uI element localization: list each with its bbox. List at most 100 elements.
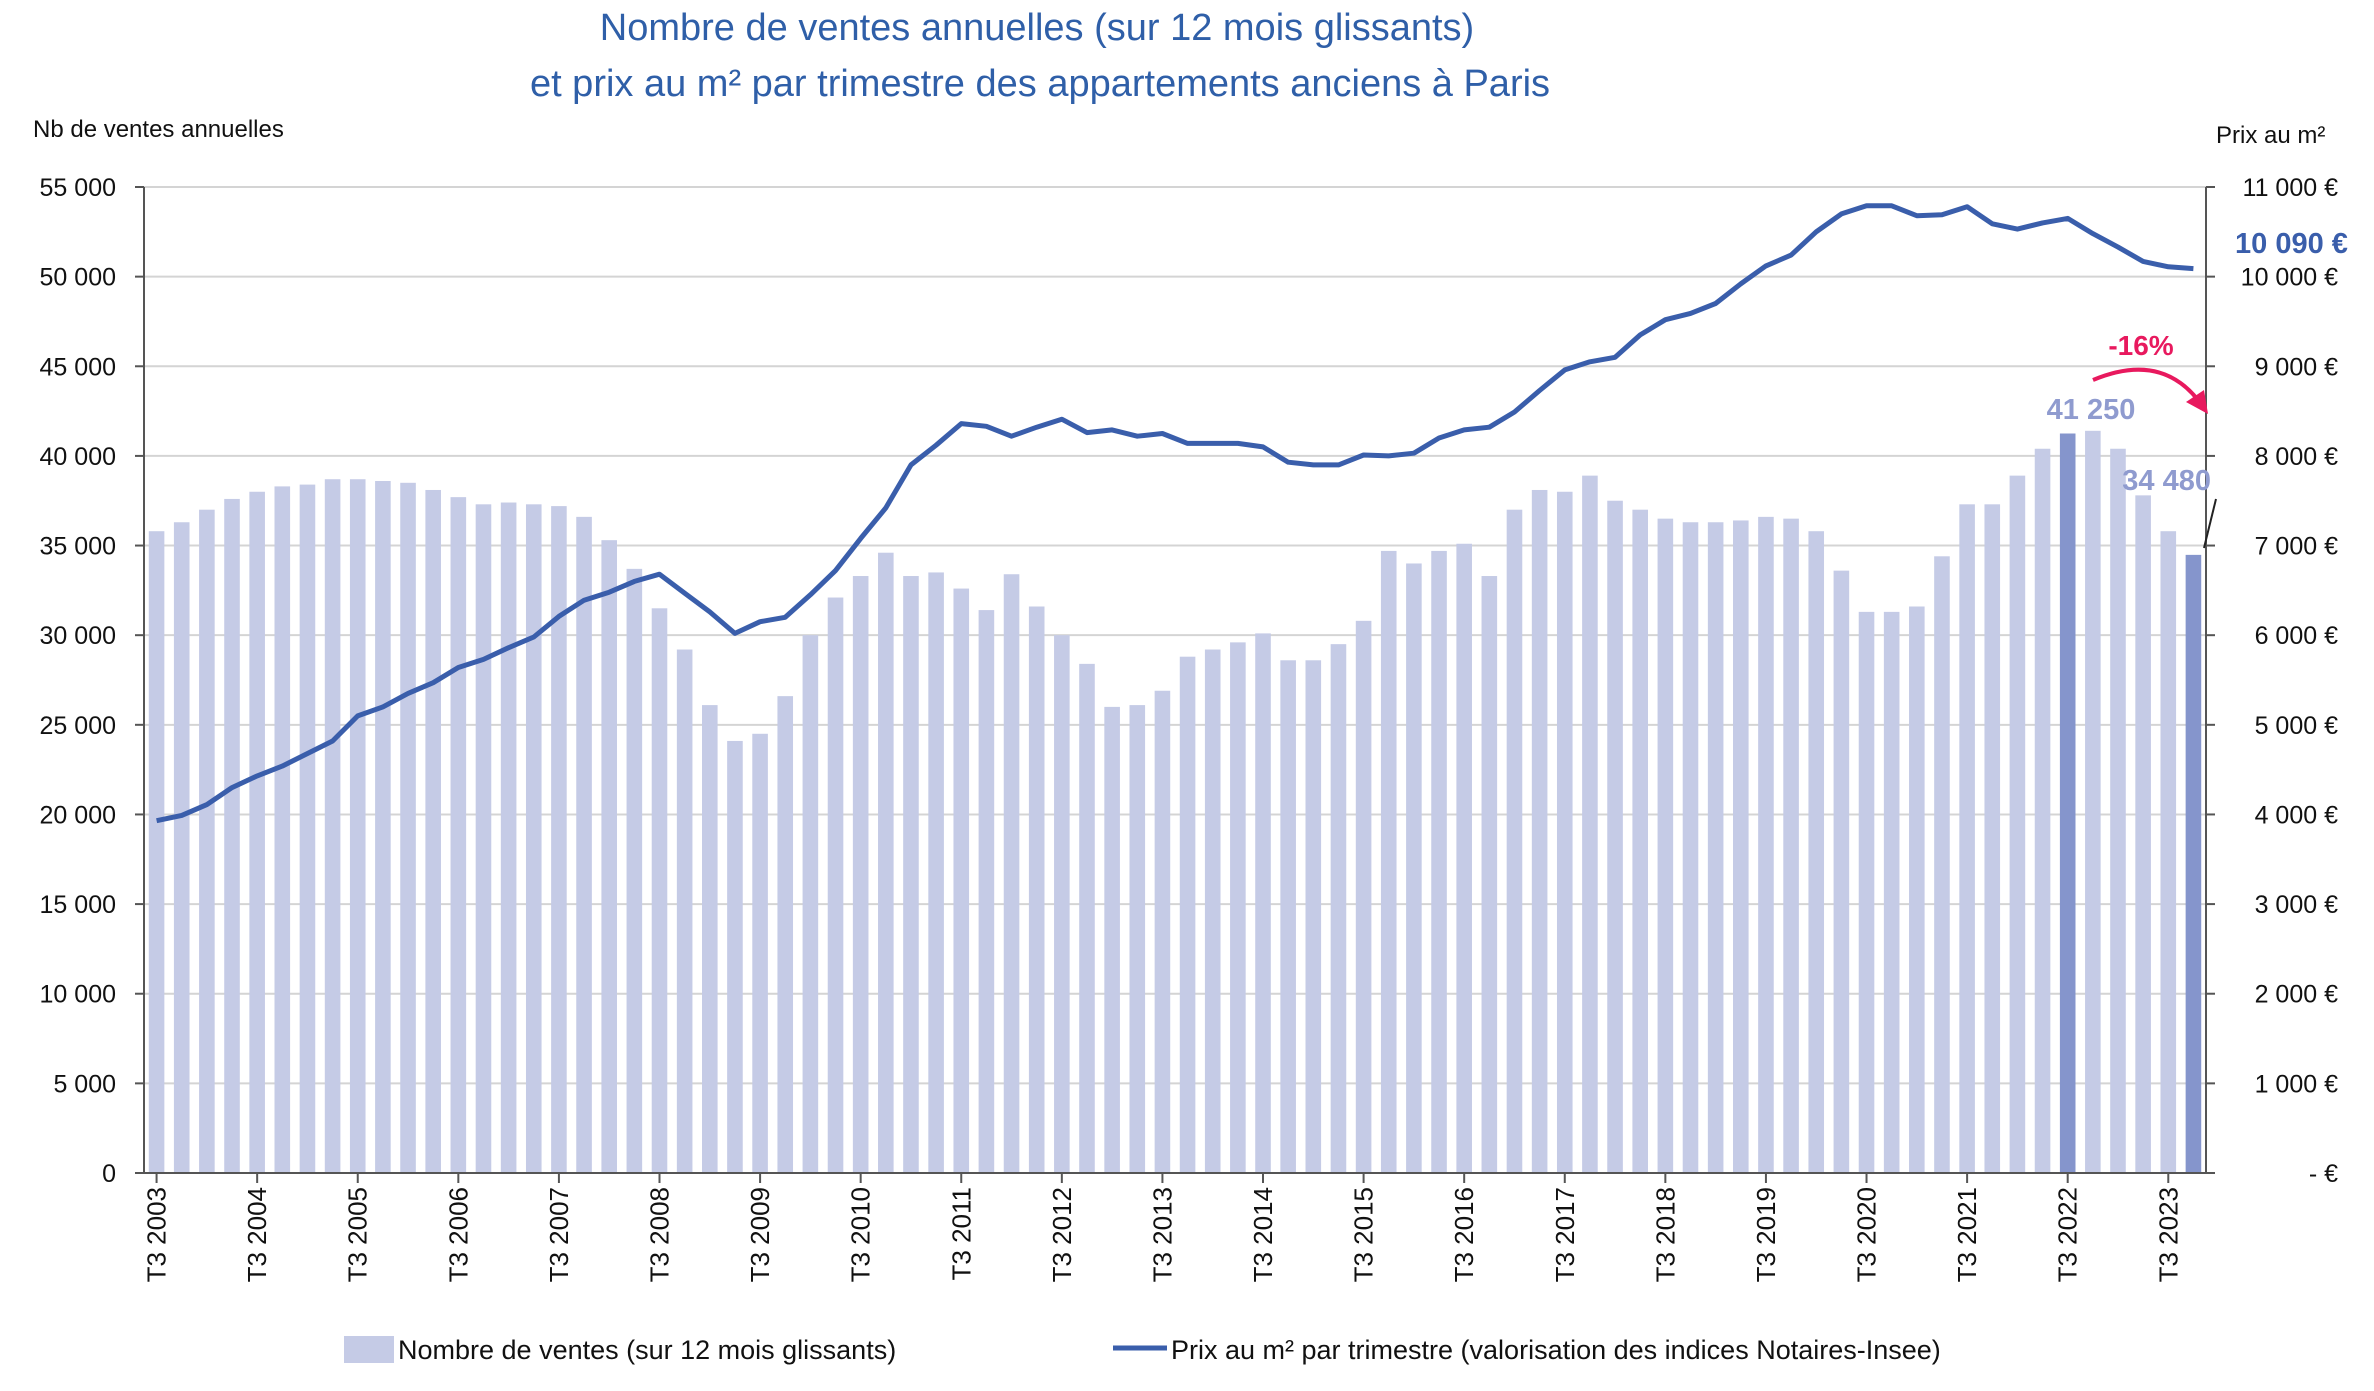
bar-label-2023-leader	[2203, 498, 2217, 549]
left-tick-label: 25 000	[40, 712, 116, 740]
bar	[676, 649, 693, 1173]
left-tick-label: 45 000	[40, 353, 116, 381]
x-tick-label: T3 2003	[142, 1187, 172, 1282]
bar	[1129, 705, 1146, 1173]
x-tick-label: T3 2017	[1550, 1187, 1580, 1282]
right-tick-label: 8 000 €	[2255, 443, 2339, 471]
bar	[727, 740, 743, 1173]
bar	[1657, 518, 1674, 1173]
axes	[143, 187, 2207, 1174]
left-tick-label: 40 000	[40, 443, 116, 471]
x-tick-label: T3 2023	[2153, 1187, 2183, 1282]
bar	[1582, 475, 1598, 1173]
bar	[1883, 611, 1900, 1173]
bar	[903, 576, 919, 1173]
bar	[1104, 706, 1120, 1173]
bar	[1431, 550, 1447, 1173]
bar	[1808, 531, 1825, 1173]
left-tick-label: 50 000	[40, 264, 116, 292]
x-tick-label: T3 2004	[242, 1187, 272, 1282]
x-tick-label: T3 2012	[1047, 1187, 1077, 1282]
bar	[1732, 520, 1749, 1173]
right-tick-label: 3 000 €	[2255, 891, 2339, 919]
bar	[1556, 491, 1573, 1173]
bar	[1179, 656, 1196, 1173]
bar	[400, 482, 416, 1173]
bar	[224, 498, 240, 1173]
bar	[1506, 509, 1523, 1173]
bar	[1280, 660, 1296, 1173]
x-tick-label: T3 2022	[2053, 1187, 2083, 1282]
bar	[2135, 495, 2151, 1173]
x-tick-label: T3 2018	[1650, 1187, 1680, 1282]
legend: Nombre de ventes (sur 12 mois glissants)…	[344, 1335, 1941, 1365]
x-tick-label: T3 2010	[846, 1187, 876, 1282]
change-label: -16%	[2108, 330, 2173, 361]
right-tick-label: 6 000 €	[2255, 622, 2339, 650]
left-tick-label: 20 000	[40, 801, 116, 829]
bar	[1054, 635, 1070, 1173]
bar	[2185, 554, 2202, 1173]
bar	[1934, 556, 1950, 1173]
bar	[928, 572, 944, 1173]
bar	[2059, 433, 2076, 1173]
bar	[500, 502, 517, 1173]
bar-series	[148, 430, 2202, 1174]
bar	[1833, 570, 1850, 1173]
bar	[651, 608, 668, 1173]
bar-label-2023: 34 480	[2122, 465, 2211, 497]
bar	[978, 610, 995, 1173]
bar	[1984, 504, 2001, 1173]
bar	[1707, 522, 1724, 1173]
bar	[1380, 550, 1397, 1173]
bar	[601, 540, 618, 1173]
x-tick-label: T3 2009	[745, 1187, 775, 1282]
bar	[274, 486, 291, 1173]
left-axis-title: Nb de ventes annuelles	[33, 116, 284, 143]
price-line	[156, 203, 2194, 824]
x-tick-label: T3 2016	[1449, 1187, 1479, 1282]
x-tick-label: T3 2008	[645, 1187, 675, 1282]
bar	[953, 588, 970, 1173]
right-axis-ticks: - € 1 000 € 2 000 € 3 000 € 4 000 € 5 000 € 6 …	[2206, 174, 2338, 1188]
bar	[148, 531, 165, 1173]
bar	[701, 705, 718, 1173]
x-tick-label: T3 2007	[544, 1187, 574, 1282]
right-tick-label: 10 000 €	[2241, 264, 2338, 292]
bar	[375, 481, 391, 1173]
bar	[802, 635, 819, 1173]
bar	[249, 491, 265, 1173]
x-tick-label: T3 2019	[1751, 1187, 1781, 1282]
bar	[1456, 543, 1472, 1173]
right-tick-label: 7 000 €	[2255, 533, 2339, 561]
bar	[1607, 500, 1623, 1173]
change-arrow	[2092, 367, 2200, 402]
bar	[2160, 531, 2177, 1173]
bar	[1481, 576, 1498, 1173]
bar	[551, 506, 567, 1173]
bar	[1858, 611, 1875, 1173]
bar	[852, 576, 869, 1173]
bar	[626, 568, 643, 1173]
bar	[576, 516, 592, 1173]
bar	[777, 696, 794, 1173]
bar	[1255, 633, 1271, 1173]
change-arrow-head	[2186, 390, 2208, 414]
x-tick-label: T3 2005	[343, 1187, 373, 1282]
right-tick-label: 9 000 €	[2255, 353, 2339, 381]
bar	[173, 522, 190, 1173]
bar	[1632, 509, 1649, 1173]
left-tick-label: 0	[102, 1160, 116, 1188]
legend-line-label: Prix au m² par trimestre (valorisation d…	[1171, 1335, 1941, 1365]
right-axis-title: Prix au m²	[2216, 122, 2325, 149]
x-axis-ticks: T3 2003 T3 2004 T3 2005 T3 2006 T3 2007 T3 20…	[142, 1173, 2183, 1282]
right-tick-label: 4 000 €	[2255, 801, 2339, 829]
bar	[2085, 430, 2101, 1173]
x-tick-label: T3 2020	[1852, 1187, 1882, 1282]
bar	[1204, 649, 1221, 1173]
x-tick-label: T3 2015	[1349, 1187, 1379, 1282]
bar	[450, 497, 467, 1173]
bar	[475, 504, 492, 1173]
line-series	[156, 203, 2194, 824]
